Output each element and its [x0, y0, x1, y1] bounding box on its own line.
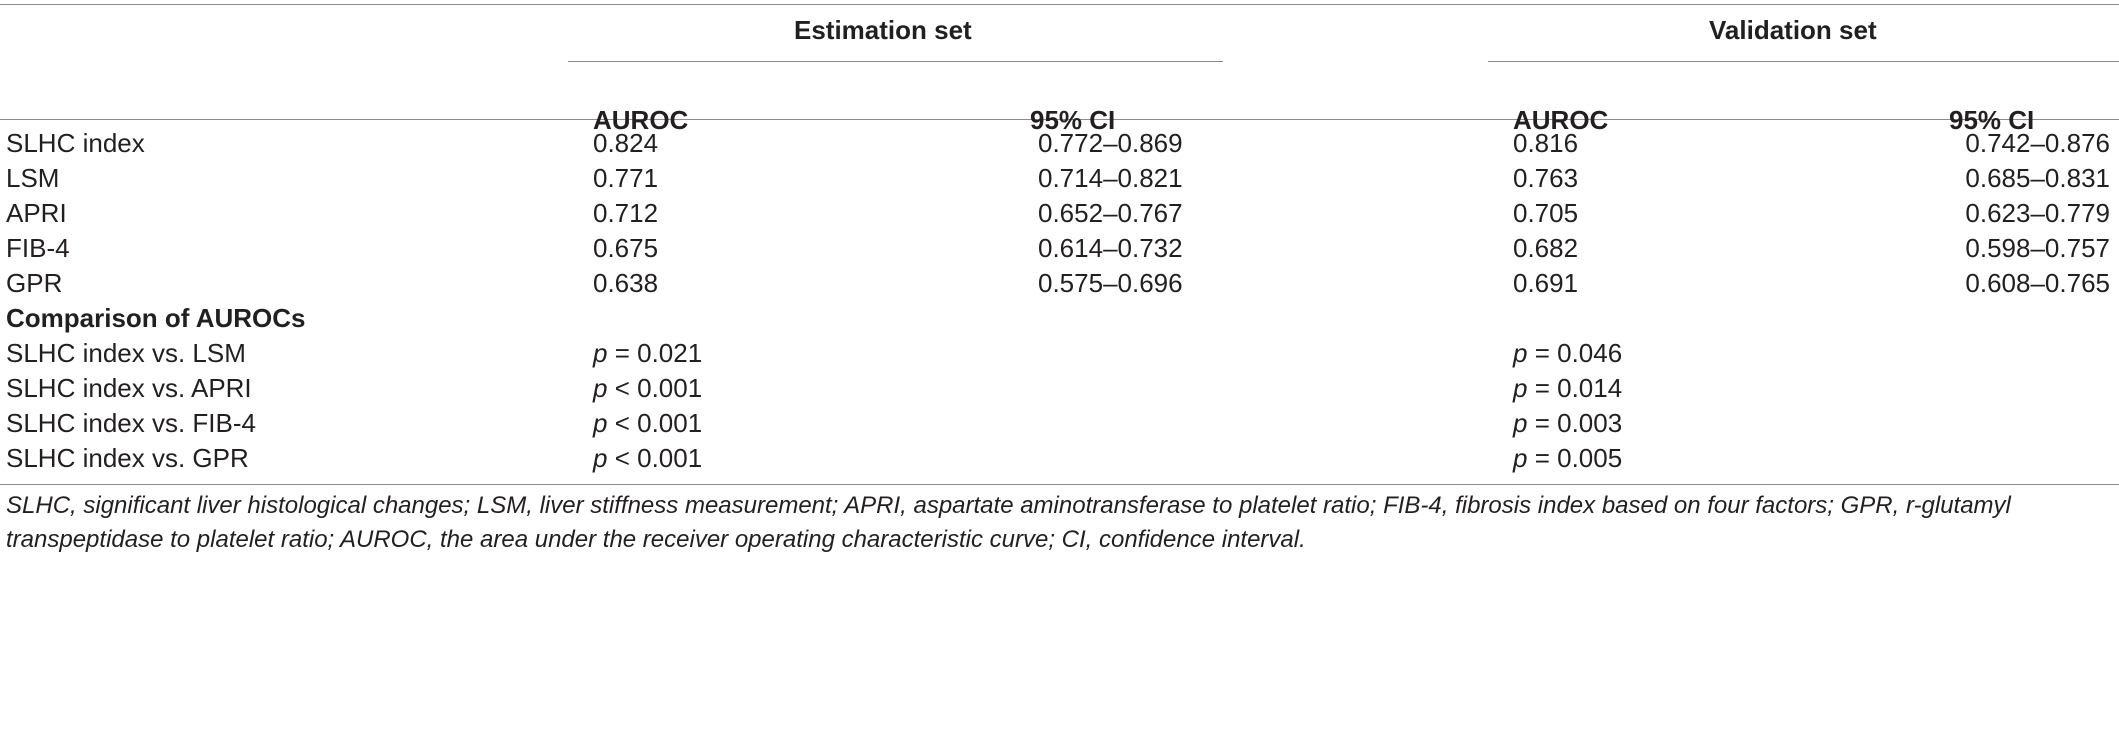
- est-ci-value: 0.714–0.821: [1038, 163, 1183, 193]
- row-label: SLHC index: [6, 128, 145, 158]
- comparison-label: SLHC index vs. LSM: [6, 338, 246, 368]
- validation-group-rule: [1488, 61, 2119, 62]
- est-ci-header: 95% CI: [1030, 105, 1116, 135]
- p-symbol: p: [593, 443, 608, 473]
- val-auroc-header: AUROC: [1513, 105, 1609, 135]
- row-label: FIB-4: [6, 233, 70, 263]
- p-symbol: p: [1513, 443, 1528, 473]
- p-symbol: p: [1513, 338, 1528, 368]
- p-symbol: p: [593, 373, 608, 403]
- val-p-value: p = 0.014: [1513, 372, 1622, 404]
- val-auroc-value: 0.816: [1513, 128, 1579, 158]
- p-value-text: = 0.003: [1534, 408, 1623, 438]
- row-label: APRI: [6, 198, 67, 228]
- p-value-text: < 0.001: [614, 408, 703, 438]
- row-label: GPR: [6, 268, 63, 298]
- est-ci-value: 0.575–0.696: [1038, 268, 1183, 298]
- val-auroc-value: 0.705: [1513, 198, 1579, 228]
- val-ci-value: 0.685–0.831: [1965, 163, 2110, 193]
- est-p-value: p < 0.001: [593, 407, 702, 439]
- estimation-group-rule: [568, 61, 1223, 62]
- val-ci-value: 0.623–0.779: [1965, 198, 2110, 228]
- row-label: LSM: [6, 163, 60, 193]
- p-value-text: = 0.005: [1534, 443, 1623, 473]
- est-auroc-value: 0.638: [593, 268, 659, 298]
- p-value-text: < 0.001: [614, 373, 703, 403]
- val-ci-value: 0.742–0.876: [1965, 128, 2110, 158]
- val-p-value: p = 0.005: [1513, 442, 1622, 474]
- table-bottom-rule: [0, 484, 2119, 485]
- est-auroc-value: 0.675: [593, 233, 659, 263]
- est-auroc-value: 0.824: [593, 128, 659, 158]
- p-value-text: = 0.046: [1534, 338, 1623, 368]
- val-p-value: p = 0.003: [1513, 407, 1622, 439]
- est-ci-value: 0.614–0.732: [1038, 233, 1183, 263]
- p-symbol: p: [1513, 373, 1528, 403]
- val-auroc-value: 0.691: [1513, 268, 1579, 298]
- est-p-value: p < 0.001: [593, 442, 702, 474]
- est-auroc-value: 0.771: [593, 163, 659, 193]
- val-auroc-value: 0.682: [1513, 233, 1579, 263]
- table-footnote: SLHC, significant liver histological cha…: [6, 492, 2011, 553]
- p-symbol: p: [593, 408, 608, 438]
- est-p-value: p = 0.021: [593, 337, 702, 369]
- p-symbol: p: [1513, 408, 1528, 438]
- estimation-set-header: Estimation set: [794, 15, 972, 45]
- val-p-value: p = 0.046: [1513, 337, 1622, 369]
- est-ci-value: 0.652–0.767: [1038, 198, 1183, 228]
- comparison-label: SLHC index vs. FIB-4: [6, 408, 256, 438]
- header-bottom-rule: [0, 119, 2119, 120]
- val-ci-header: 95% CI: [1949, 105, 2035, 135]
- comparison-label: SLHC index vs. APRI: [6, 373, 252, 403]
- table-top-rule: [0, 4, 2119, 5]
- val-ci-value: 0.598–0.757: [1965, 233, 2110, 263]
- p-value-text: = 0.021: [614, 338, 703, 368]
- est-p-value: p < 0.001: [593, 372, 702, 404]
- p-symbol: p: [593, 338, 608, 368]
- est-ci-value: 0.772–0.869: [1038, 128, 1183, 158]
- comparison-label: SLHC index vs. GPR: [6, 443, 249, 473]
- val-auroc-value: 0.763: [1513, 163, 1579, 193]
- p-value-text: = 0.014: [1534, 373, 1623, 403]
- validation-set-header: Validation set: [1709, 15, 1877, 45]
- val-ci-value: 0.608–0.765: [1965, 268, 2110, 298]
- est-auroc-header: AUROC: [593, 105, 689, 135]
- p-value-text: < 0.001: [614, 443, 703, 473]
- comparison-heading: Comparison of AUROCs: [6, 303, 306, 333]
- est-auroc-value: 0.712: [593, 198, 659, 228]
